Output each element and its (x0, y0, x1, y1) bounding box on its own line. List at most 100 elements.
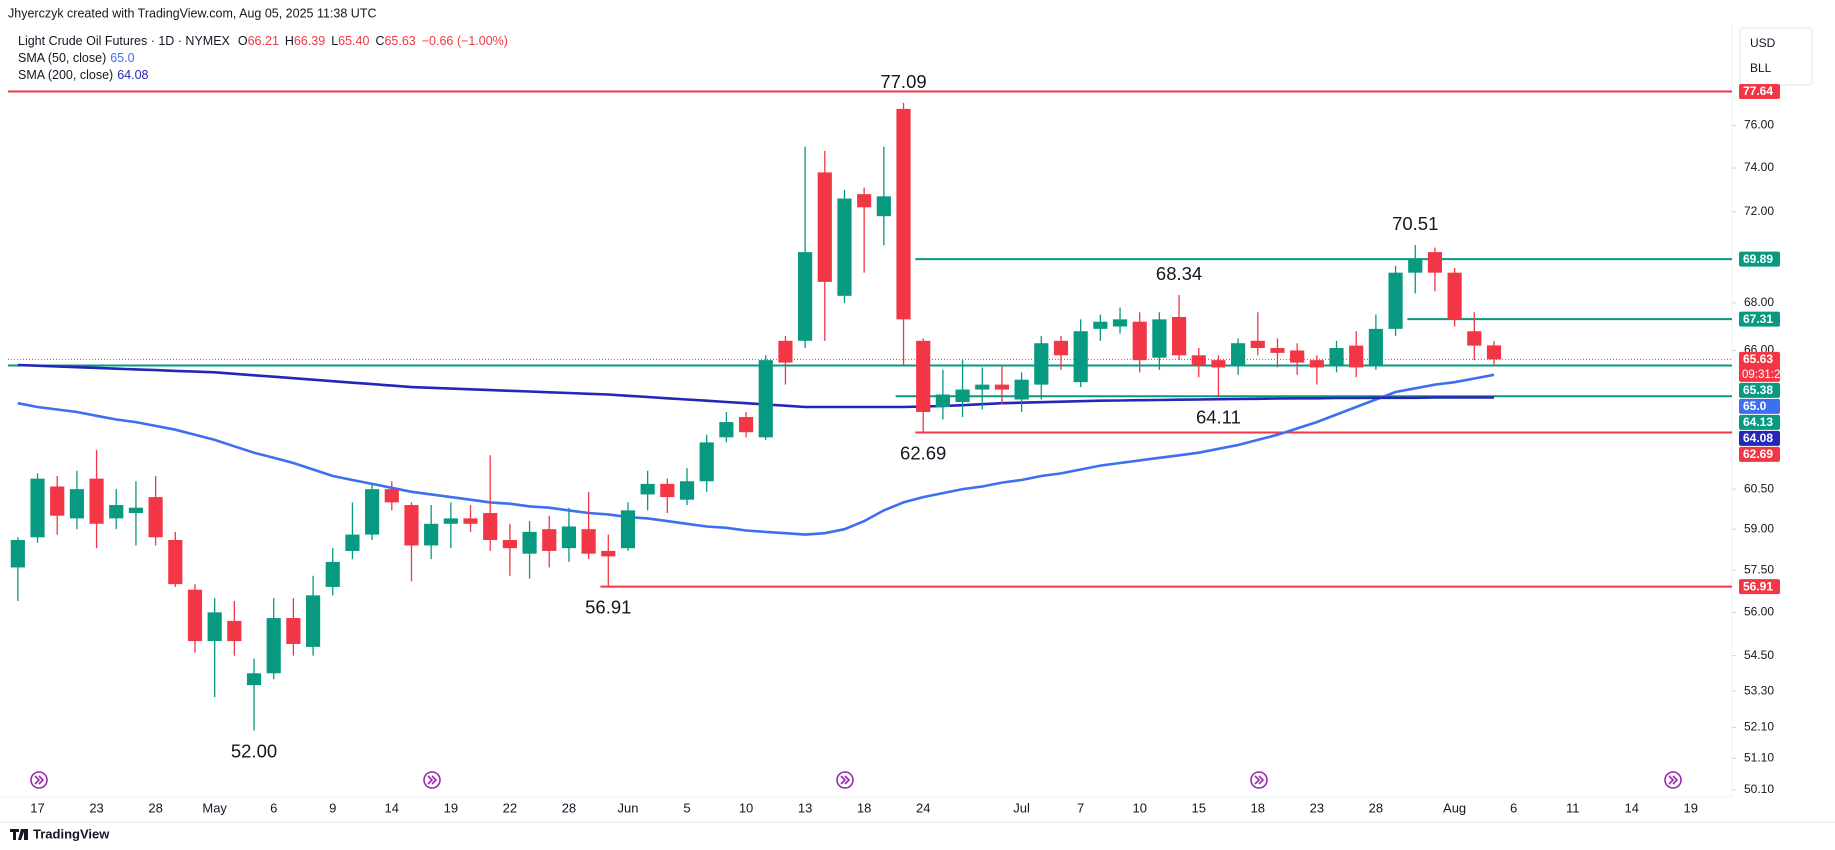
annotation: 68.34 (1156, 263, 1202, 284)
x-tick-label: 15 (1192, 800, 1206, 815)
candle-body (1053, 340, 1069, 356)
candle-body (1368, 328, 1383, 366)
price-tag-label: 65.63 (1743, 352, 1773, 366)
candle-body (424, 523, 439, 546)
x-tick-label: Aug (1443, 800, 1466, 815)
candle-body (1014, 379, 1029, 400)
ohlc-value: 66.21 (248, 34, 279, 48)
annotation: 52.00 (231, 740, 277, 761)
candle-body (542, 529, 557, 551)
y-tick-label: 56.00 (1744, 605, 1774, 619)
candle-body (1467, 331, 1482, 346)
x-tick-label: 22 (503, 800, 517, 815)
candle-body (1270, 348, 1285, 353)
candle-body (168, 540, 183, 585)
candle-body (325, 561, 340, 587)
x-tick-label: 10 (1132, 800, 1146, 815)
candle-body (620, 510, 636, 549)
candle-body (10, 540, 25, 568)
candle-body (857, 194, 872, 208)
credit: Jhyerczyk created with TradingView.com, … (8, 6, 376, 20)
candle-body (719, 422, 734, 438)
price-tag (1739, 251, 1780, 267)
sma-name: SMA (50, close) (18, 51, 106, 65)
candle-body (69, 489, 84, 519)
candle-body (345, 534, 360, 551)
x-tick-label: 23 (89, 800, 103, 815)
price-tag-label: 64.08 (1743, 431, 1773, 445)
candle-body (365, 489, 380, 535)
x-tick-label: 17 (30, 800, 44, 815)
candle-body (817, 172, 832, 282)
candle-body (1309, 360, 1324, 368)
candle-body (1250, 340, 1265, 349)
symbol-legend: Light Crude Oil Futures · 1D · NYMEX O66.… (18, 34, 508, 48)
annotation: 77.09 (880, 71, 926, 92)
candle-body (30, 478, 45, 538)
y-tick-label: 72.00 (1744, 204, 1774, 218)
candle-body (1408, 258, 1423, 273)
x-tick-label: 19 (1684, 800, 1698, 815)
candle-body (581, 529, 596, 554)
candle-body (266, 618, 281, 674)
candle-body (305, 595, 321, 647)
price-tag (1739, 311, 1780, 327)
price-tag (1739, 446, 1780, 462)
price-tag (1739, 398, 1780, 414)
x-tick-label: 18 (1251, 800, 1265, 815)
candle-body (561, 526, 577, 549)
x-tick-label: 6 (1510, 800, 1517, 815)
candle-body (1349, 345, 1364, 368)
candle-body (286, 618, 301, 644)
candle-body (207, 612, 222, 642)
x-tick-label: 13 (798, 800, 812, 815)
candle-body (896, 108, 911, 320)
price-tag-label: 56.91 (1743, 579, 1773, 593)
ohlc-key: C (375, 34, 384, 48)
candle-body (1486, 345, 1502, 360)
price-tag (1739, 579, 1780, 595)
candle-body (994, 384, 1010, 390)
candle-body (227, 620, 242, 642)
sma-line (17, 363, 1494, 409)
change: −0.66 (−1.00%) (422, 34, 508, 48)
y-tick-label: 51.10 (1744, 750, 1774, 764)
candle-body (1112, 319, 1128, 327)
logo (10, 829, 28, 840)
candle-body (660, 483, 675, 498)
x-tick-label: 7 (1077, 800, 1084, 815)
x-tick-label: 28 (1369, 800, 1383, 815)
candle-body (404, 505, 419, 546)
candle-body (522, 531, 537, 554)
price-tag-label: 77.64 (1743, 84, 1773, 98)
ohlc-key: L (331, 34, 338, 48)
candle-body (699, 442, 714, 482)
annotation: 56.91 (585, 597, 631, 618)
ohlc-value: 65.63 (384, 34, 415, 48)
candle-body (1211, 360, 1226, 368)
x-tick-label: 14 (1625, 800, 1639, 815)
x-tick-label: May (202, 800, 227, 815)
y-tick-label: 57.50 (1744, 562, 1774, 576)
y-tick-label: 76.00 (1744, 118, 1774, 132)
x-tick-label: 28 (562, 800, 576, 815)
candle-body (601, 550, 616, 557)
y-tick-label: 74.00 (1744, 160, 1774, 174)
sma-value: 65.0 (110, 51, 134, 65)
x-tick-label: 10 (739, 800, 753, 815)
candle-body (1191, 355, 1206, 366)
y-tick-label: 59.00 (1744, 521, 1774, 535)
price-tag-label: 69.89 (1743, 252, 1773, 266)
candle-body (778, 340, 793, 363)
candle-body (1152, 319, 1167, 358)
candle-body (916, 340, 931, 413)
candle-body (1034, 343, 1049, 385)
y-tick-label: 60.50 (1744, 481, 1774, 495)
annotation: 70.51 (1392, 213, 1438, 234)
candle-body (837, 198, 852, 296)
x-tick-label: 19 (444, 800, 458, 815)
price-tag (1739, 351, 1780, 382)
ohlc-value: 66.39 (294, 34, 325, 48)
